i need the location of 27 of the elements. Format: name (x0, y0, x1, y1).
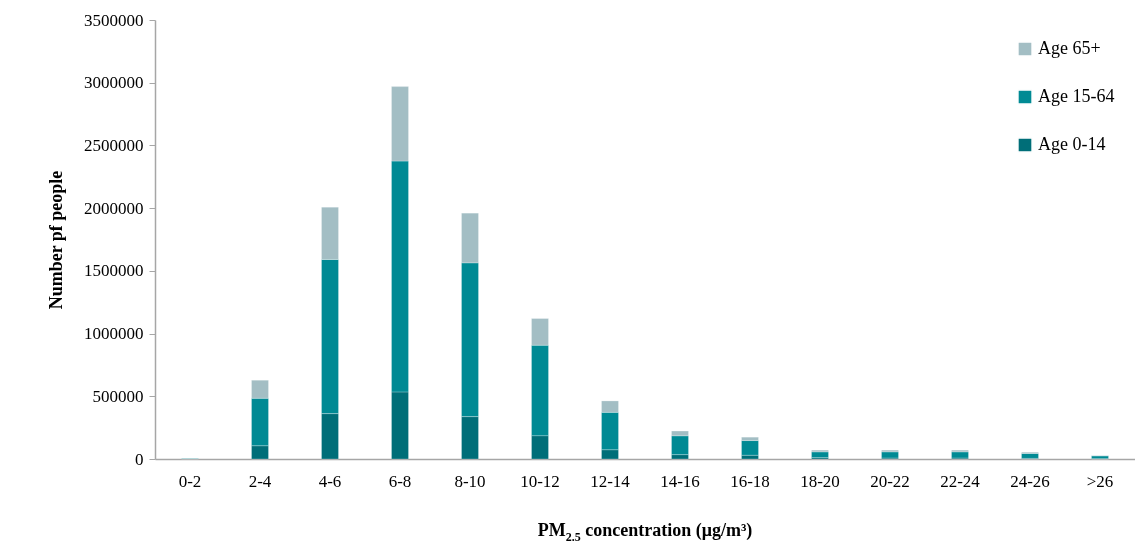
x-tick-label: 14-16 (660, 471, 700, 491)
x-tick-label: >26 (1086, 471, 1114, 491)
x-tick-label: 4-6 (318, 471, 342, 491)
y-tick-label: 500000 (92, 386, 144, 406)
y-tick-label: 3000000 (84, 73, 144, 93)
y-tick-label: 1000000 (84, 324, 144, 344)
x-tick-label: 10-12 (520, 471, 560, 491)
y-tick-label: 0 (135, 449, 144, 469)
x-axis-title: PM$_{2.5}$ concentration (μg/m³) (536, 520, 754, 545)
x-tick-label: 12-14 (590, 471, 631, 491)
x-tick-label: 22-24 (940, 471, 981, 491)
legend-label: Age 0-14 (1038, 134, 1106, 154)
y-tick-label: 1500000 (84, 261, 144, 281)
y-tick-label: 2000000 (84, 198, 144, 218)
legend-label: Age 65+ (1038, 38, 1101, 58)
x-tick-label: 0-2 (178, 471, 202, 491)
x-tick-label: 18-20 (800, 471, 840, 491)
x-tick-label: 8-10 (454, 471, 486, 491)
x-tick-label: 6-8 (388, 471, 412, 491)
y-tick-label: 3500000 (84, 10, 144, 30)
y-tick-label: 2500000 (84, 135, 144, 155)
x-tick-label: 24-26 (1010, 471, 1050, 491)
legend-label: Age 15-64 (1038, 86, 1115, 106)
x-tick-label: 20-22 (870, 471, 910, 491)
y-axis-title: Number pf people (46, 170, 66, 310)
x-tick-label: 16-18 (730, 471, 770, 491)
x-tick-label: 2-4 (248, 471, 272, 491)
